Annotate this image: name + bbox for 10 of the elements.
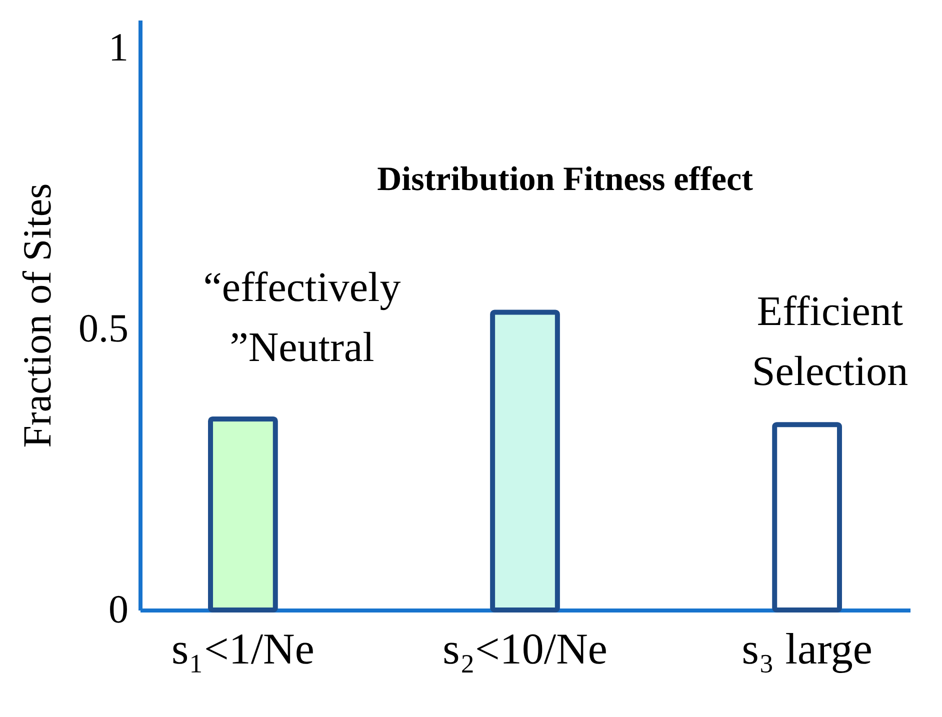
annotation: Efficient Selection: [752, 289, 908, 395]
y-tick-label: 0: [108, 586, 128, 632]
x-tick-label: s₃ large: [742, 624, 872, 674]
y-axis-title: Fraction of Sites: [14, 183, 60, 448]
x-tick-label: s₁<1/Ne: [172, 624, 314, 674]
annotation: Distribution Fitness effect: [377, 161, 754, 198]
annotation: “effectively ”Neutral: [203, 265, 401, 371]
y-tick-label: 1: [108, 24, 128, 70]
x-tick-label: s₂<10/Ne: [442, 624, 608, 674]
y-tick-label: 0.5: [78, 306, 128, 351]
